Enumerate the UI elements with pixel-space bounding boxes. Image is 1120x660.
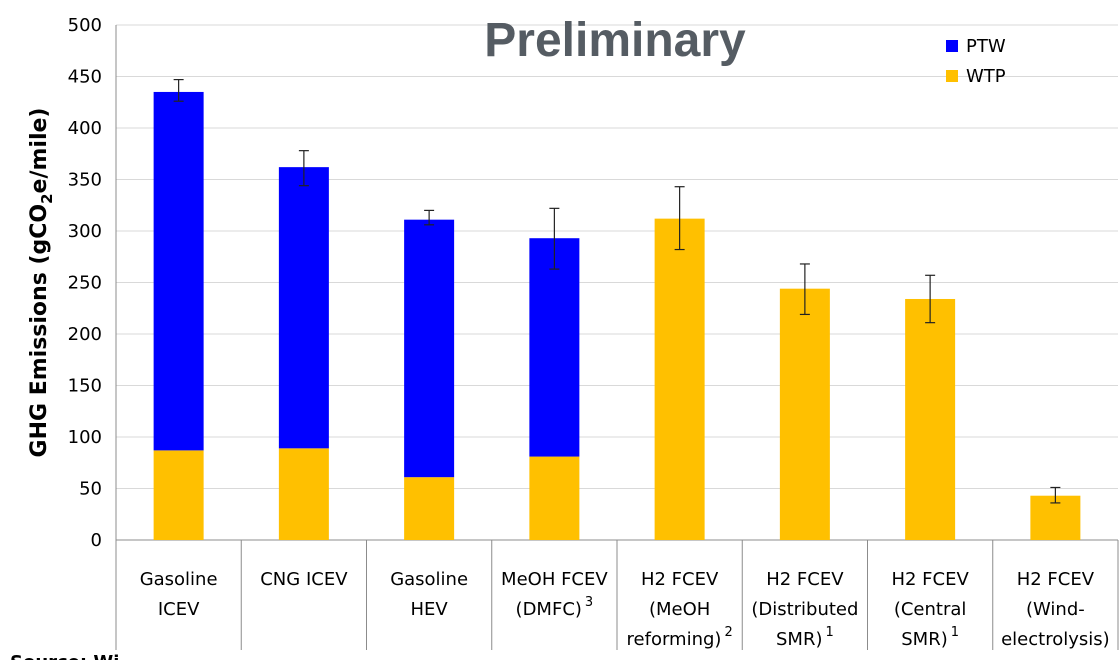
bar-wtp (779, 288, 830, 540)
error-bar (1050, 486, 1061, 504)
error-bar (298, 150, 309, 187)
y-tick-label: 100 (68, 427, 102, 448)
y-tick-label: 400 (68, 118, 102, 139)
x-category-label: SMR) 1 (776, 625, 834, 650)
bar-wtp (404, 477, 455, 540)
error-bar (549, 207, 560, 270)
y-tick-label: 250 (68, 273, 102, 294)
x-category-label: H2 FCEV (891, 569, 969, 590)
bar-ptw (278, 167, 329, 449)
bar-wtp (654, 218, 705, 540)
bar-wtp (529, 456, 580, 540)
y-tick-label: 200 (68, 324, 102, 345)
x-category-label: Gasoline (390, 569, 468, 590)
bar-wtp (278, 448, 329, 540)
bar-wtp (905, 298, 956, 540)
x-category-label: (Central (894, 599, 967, 620)
legend-swatch-ptw (946, 40, 958, 52)
y-tick-label: 50 (79, 479, 102, 500)
bar-ptw (529, 238, 580, 457)
source-footer: Source: Wi... (10, 652, 140, 660)
y-tick-label: 500 (68, 15, 102, 36)
x-category-label: reforming) 2 (627, 625, 733, 650)
preliminary-watermark: Preliminary (484, 14, 746, 67)
x-category-label: (DMFC) 3 (516, 595, 594, 620)
x-category-label: ICEV (158, 599, 200, 620)
error-bar (925, 274, 936, 324)
x-category-label: H2 FCEV (641, 569, 719, 590)
y-tick-label: 150 (68, 376, 102, 397)
legend-label-wtp: WTP (966, 66, 1006, 87)
y-tick-label: 300 (68, 221, 102, 242)
legend-swatch-wtp (946, 70, 958, 82)
y-axis-title: GHG Emissions (gCO2e/mile) (27, 108, 56, 458)
y-tick-label: 450 (68, 67, 102, 88)
x-category-label: (Distributed (751, 599, 858, 620)
x-category-label: Gasoline (140, 569, 218, 590)
bar-ptw (404, 219, 455, 478)
x-category-label: (MeOH (649, 599, 710, 620)
error-bar (674, 186, 685, 251)
x-category-label: MeOH FCEV (501, 569, 608, 590)
x-category-label: HEV (411, 599, 449, 620)
bar-wtp (153, 450, 204, 540)
legend-label-ptw: PTW (966, 36, 1006, 57)
y-tick-label: 350 (68, 170, 102, 191)
x-category-label: SMR) 1 (901, 625, 959, 650)
error-bar (173, 78, 184, 102)
x-category-label: H2 FCEV (766, 569, 844, 590)
error-bar (424, 209, 435, 226)
error-bar (799, 263, 810, 316)
bar-ptw (153, 91, 204, 451)
x-category-label: CNG ICEV (260, 569, 348, 590)
x-category-label: H2 FCEV (1017, 569, 1095, 590)
y-tick-label: 0 (91, 530, 102, 551)
x-category-label: electrolysis) (1001, 629, 1110, 650)
x-category-label: (Wind- (1026, 599, 1085, 620)
